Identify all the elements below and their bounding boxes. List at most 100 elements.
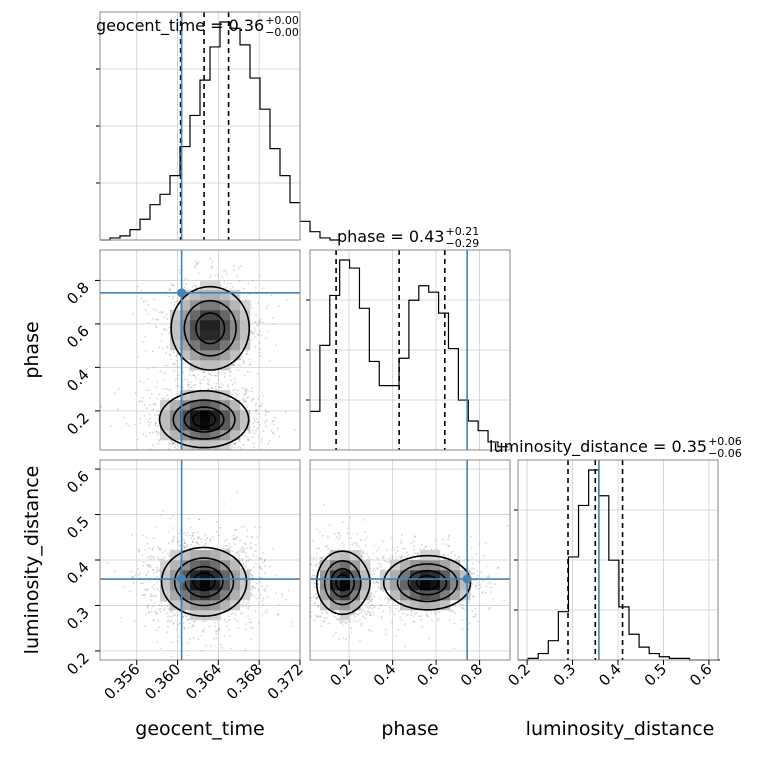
panel-ld-vs-phase-point	[302, 616, 304, 618]
panel-ld-vs-geocent-time-point	[144, 589, 146, 591]
panel-ld-vs-geocent-time-point	[158, 620, 160, 622]
panel-phase-vs-geocent-time-point	[222, 383, 224, 385]
panel-ld-vs-geocent-time-point	[206, 537, 208, 539]
panel-ld-vs-phase-point	[314, 602, 316, 604]
panel-phase-vs-geocent-time-point	[230, 288, 232, 290]
panel-ld-vs-geocent-time-point	[250, 622, 252, 624]
panel-phase-vs-geocent-time-point	[161, 340, 163, 342]
panel-phase-vs-geocent-time-density-bin	[160, 430, 170, 440]
panel-ld-vs-geocent-time-point	[167, 615, 169, 617]
panel-phase-vs-geocent-time-density-bin	[220, 340, 230, 350]
panel-phase-vs-geocent-time-point	[238, 447, 240, 449]
panel-ld-vs-geocent-time-point	[239, 557, 241, 559]
panel-phase-vs-geocent-time-point	[221, 276, 223, 278]
panel-phase-vs-geocent-time-point	[174, 302, 176, 304]
panel-phase-vs-geocent-time-point	[152, 318, 154, 320]
panel-phase-vs-geocent-time-density-bin	[200, 420, 210, 430]
panel-ld-vs-phase-point	[389, 558, 391, 560]
panel-ld-vs-geocent-time-point	[234, 529, 236, 531]
panel-ld-vs-geocent-time-point	[198, 536, 200, 538]
panel-ld-vs-geocent-time-point	[179, 532, 181, 534]
panel-ld-vs-phase-point	[413, 545, 415, 547]
panel-phase-vs-geocent-time-point	[235, 389, 237, 391]
panel-phase-vs-geocent-time-point	[254, 330, 256, 332]
panel-ld-vs-geocent-time-point	[166, 612, 168, 614]
panel-phase-vs-geocent-time-density-bin	[190, 330, 200, 340]
panel-ld-vs-geocent-time-density-bin	[200, 590, 210, 600]
panel-phase-vs-geocent-time-point	[164, 365, 166, 367]
panel-ld-vs-geocent-time-point	[229, 546, 231, 548]
panel-phase-vs-geocent-time-point	[258, 342, 260, 344]
panel-phase-vs-geocent-time-point	[213, 452, 215, 454]
panel-ld-vs-phase-point	[368, 556, 370, 558]
panel-ld-vs-geocent-time-point	[251, 536, 253, 538]
panel-phase-vs-geocent-time-point	[173, 371, 175, 373]
panel-phase-vs-geocent-time-point	[242, 360, 244, 362]
panel-phase-vs-geocent-time-point	[214, 275, 216, 277]
panel-ld-vs-phase-point	[453, 611, 455, 613]
panel-ld-vs-geocent-time-point	[169, 518, 171, 520]
panel-ld-vs-phase-point	[368, 602, 370, 604]
panel-ld-vs-geocent-time-point	[212, 536, 214, 538]
panel-phase-vs-geocent-time-point	[196, 378, 198, 380]
panel-phase-vs-geocent-time-point	[237, 390, 239, 392]
panel-ld-vs-phase-point	[343, 621, 345, 623]
panel-ld-vs-geocent-time-point	[192, 535, 194, 537]
panel-phase-vs-geocent-time-point	[246, 390, 248, 392]
panel-phase-vs-geocent-time-point	[258, 274, 260, 276]
panel-phase-vs-geocent-time-point	[248, 440, 250, 442]
panel-phase-vs-geocent-time-point	[254, 420, 256, 422]
panel-ld-vs-geocent-time-point	[201, 650, 203, 652]
panel-phase-vs-geocent-time-point	[209, 379, 211, 381]
panel-ld-vs-phase-point	[314, 565, 316, 567]
panel-phase-vs-geocent-time-point	[168, 332, 170, 334]
panel-ld-vs-phase-point	[485, 586, 487, 588]
panel-phase-vs-geocent-time-point	[137, 356, 139, 358]
panel-phase-vs-geocent-time-point	[272, 317, 274, 319]
panel-phase-vs-geocent-time-point	[225, 270, 227, 272]
panel-phase-vs-geocent-time-point	[199, 261, 201, 263]
panel-phase-vs-geocent-time-point	[244, 374, 246, 376]
panel-ld-vs-geocent-time-point	[190, 526, 192, 528]
panel-ld-vs-phase-point	[347, 532, 349, 534]
panel-ld-vs-phase-point	[361, 610, 363, 612]
panel-ld-vs-geocent-time-point	[233, 535, 235, 537]
panel-ld-vs-geocent-time-point	[157, 571, 159, 573]
panel-ld-vs-geocent-time-point	[220, 527, 222, 529]
panel-ld-vs-phase-point	[399, 617, 401, 619]
panel-ld-vs-geocent-time-point	[186, 544, 188, 546]
panel-phase-vs-geocent-time-point	[198, 272, 200, 274]
panel-ld-vs-geocent-time-point	[277, 614, 279, 616]
panel-ld-vs-geocent-time-point	[172, 527, 174, 529]
panel-phase-vs-geocent-time-point	[232, 390, 234, 392]
panel-ld-vs-geocent-time-point	[193, 637, 195, 639]
panel-ld-vs-geocent-time-point	[160, 648, 162, 650]
panel-phase-vs-geocent-time-point	[265, 337, 267, 339]
panel-phase-vs-geocent-time-point	[158, 432, 160, 434]
panel-ld-vs-geocent-time-point	[225, 621, 227, 623]
panel-ld-vs-geocent-time-point	[257, 536, 259, 538]
panel-ld-vs-phase-point	[316, 548, 318, 550]
panel-phase-vs-geocent-time-point	[170, 457, 172, 459]
panel-ld-vs-geocent-time-point	[169, 611, 171, 613]
panel-phase-vs-geocent-time-point	[249, 293, 251, 295]
panel-phase-vs-geocent-time-point	[265, 425, 267, 427]
panel-phase-vs-geocent-time-point	[234, 365, 236, 367]
panel-ld-vs-geocent-time-point	[167, 625, 169, 627]
panel-ld-vs-phase-point	[328, 623, 330, 625]
panel-ld-vs-geocent-time-point	[167, 553, 169, 555]
panel-phase-vs-geocent-time-point	[153, 409, 155, 411]
panel-ld-vs-phase-point	[429, 637, 431, 639]
panel-ld-vs-geocent-time-point	[197, 543, 199, 545]
panel-ld-vs-geocent-time-point	[146, 537, 148, 539]
panel-ld-vs-geocent-time-point	[192, 532, 194, 534]
panel-ld-vs-geocent-time-point	[246, 603, 248, 605]
panel-ld-vs-phase-point	[314, 586, 316, 588]
panel-ld-vs-geocent-time-point	[150, 566, 152, 568]
panel-phase-vs-geocent-time-point	[147, 379, 149, 381]
panel-phase-vs-geocent-time-point	[184, 287, 186, 289]
panel-ld-vs-geocent-time-point	[259, 582, 261, 584]
panel-phase-vs-geocent-time-point	[163, 328, 165, 330]
panel-ld-vs-phase-point	[486, 566, 488, 568]
panel-phase-vs-geocent-time-point	[138, 401, 140, 403]
